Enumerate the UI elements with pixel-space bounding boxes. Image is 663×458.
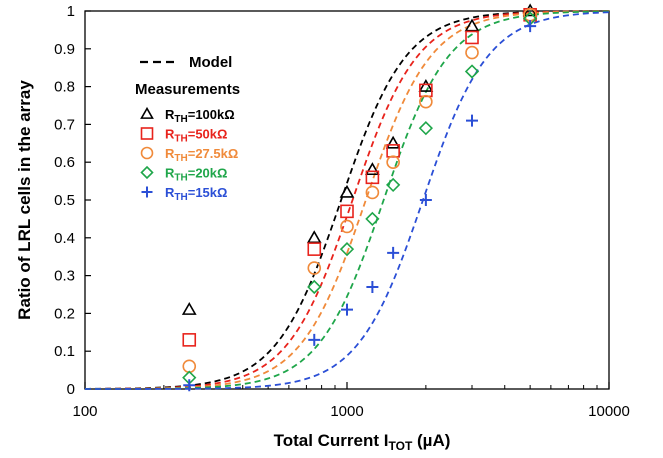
data-point-triangle xyxy=(140,106,154,119)
x-axis-title-main: Total Current I xyxy=(274,431,389,450)
legend-entry-label: RTH=100kΩ xyxy=(165,107,235,125)
y-tick-label: 0.3 xyxy=(54,268,75,285)
model-curve xyxy=(85,11,610,390)
data-point-square xyxy=(307,242,322,256)
x-tick-label: 100 xyxy=(72,403,97,420)
data-point-diamond xyxy=(418,121,434,136)
data-point-triangle xyxy=(365,162,380,176)
legend-measurements-label: Measurements xyxy=(135,81,240,98)
data-point-diamond xyxy=(365,211,380,227)
y-tick-label: 0.4 xyxy=(54,230,75,247)
data-point-circle xyxy=(340,219,354,234)
data-point-triangle xyxy=(339,184,355,198)
legend-entry-main: R xyxy=(165,166,175,181)
data-point-diamond xyxy=(464,64,480,79)
legend: ModelMeasurementsRTH=100kΩRTH=50kΩRTH=27… xyxy=(135,54,240,203)
data-point-circle xyxy=(386,155,400,169)
data-point-plus xyxy=(141,186,153,198)
data-point-triangle xyxy=(385,135,401,149)
data-point-square xyxy=(386,144,400,158)
x-axis-title-sub: TOT xyxy=(389,439,413,453)
data-point-square xyxy=(465,30,479,45)
data-point-plus xyxy=(524,20,537,33)
data-point-diamond xyxy=(307,279,322,295)
x-axis-title: Total Current ITOT (µA) xyxy=(274,431,451,453)
legend-entry-sub: TH xyxy=(174,153,187,164)
data-point-circle xyxy=(307,261,322,275)
data-point-square xyxy=(365,170,380,185)
data-point-diamond xyxy=(386,177,401,193)
data-point-circle xyxy=(419,94,433,109)
data-point-triangle xyxy=(306,230,322,244)
data-point-square xyxy=(140,127,154,140)
model-curve xyxy=(85,10,610,390)
y-tick-label: 0.5 xyxy=(54,192,75,209)
data-point-plus xyxy=(183,379,196,392)
data-point-square xyxy=(340,204,354,219)
legend-entry-sub: TH xyxy=(174,114,187,125)
measurement-markers xyxy=(181,3,538,392)
data-point-plus xyxy=(387,246,400,259)
x-tick-label: 10000 xyxy=(588,403,630,420)
legend-entry-main: R xyxy=(165,107,175,122)
y-tick-label: 0.6 xyxy=(54,154,75,171)
model-curve xyxy=(85,10,610,390)
plot-frame xyxy=(84,10,610,390)
data-point-plus xyxy=(308,333,321,346)
y-tick-label: 1 xyxy=(67,3,75,20)
legend-entry-value: =100kΩ xyxy=(188,107,235,122)
legend-entry-sub: TH xyxy=(174,134,187,145)
y-tick-label: 0 xyxy=(67,381,75,398)
model-curves xyxy=(84,10,610,390)
legend-entry-label: RTH=15kΩ xyxy=(165,185,227,203)
data-point-plus xyxy=(366,280,379,293)
legend-entry-sub: TH xyxy=(174,192,187,203)
legend-entry-main: R xyxy=(165,127,175,142)
data-point-plus xyxy=(466,114,479,127)
legend-entry-sub: TH xyxy=(174,173,187,184)
y-axis-title: Ratio of LRL cells in the array xyxy=(15,80,34,320)
y-tick-label: 0.1 xyxy=(54,343,75,360)
data-point-circle xyxy=(465,45,479,60)
legend-model-label: Model xyxy=(189,54,232,71)
data-point-plus xyxy=(341,303,353,316)
data-point-diamond xyxy=(140,165,154,180)
legend-entry-label: RTH=50kΩ xyxy=(165,127,227,145)
data-point-square xyxy=(182,333,197,347)
legend-entry-label: RTH=20kΩ xyxy=(165,166,227,184)
data-point-triangle xyxy=(418,78,434,92)
legend-entry-value: =50kΩ xyxy=(188,127,228,142)
legend-entry-label: RTH=27.5kΩ xyxy=(165,146,238,164)
y-tick-label: 0.2 xyxy=(54,305,75,322)
data-point-circle xyxy=(365,185,380,200)
model-curve xyxy=(84,10,610,390)
data-point-circle xyxy=(182,359,197,374)
legend-entry-value: =27.5kΩ xyxy=(188,146,239,161)
legend-entry-main: R xyxy=(165,146,175,161)
x-tick-label: 1000 xyxy=(330,403,363,420)
y-tick-label: 0.9 xyxy=(54,41,75,58)
y-tick-label: 0.8 xyxy=(54,79,75,96)
data-point-diamond xyxy=(339,242,355,257)
legend-entry-value: =15kΩ xyxy=(188,185,228,200)
axes: 0 0.1 0.2 0.3 0.4 0.5 0.6 0.7 0.8 0.9 1 100 1000 1000… xyxy=(54,3,630,420)
x-axis-title-suffix: (µA) xyxy=(412,431,450,450)
legend-entry-main: R xyxy=(165,185,175,200)
legend-entry-value: =20kΩ xyxy=(188,166,228,181)
data-point-circle xyxy=(140,146,154,160)
data-point-triangle xyxy=(464,18,480,32)
y-tick-label: 0.7 xyxy=(54,116,75,133)
data-point-plus xyxy=(419,194,432,206)
model-curve xyxy=(84,10,610,390)
data-point-triangle xyxy=(181,302,197,315)
